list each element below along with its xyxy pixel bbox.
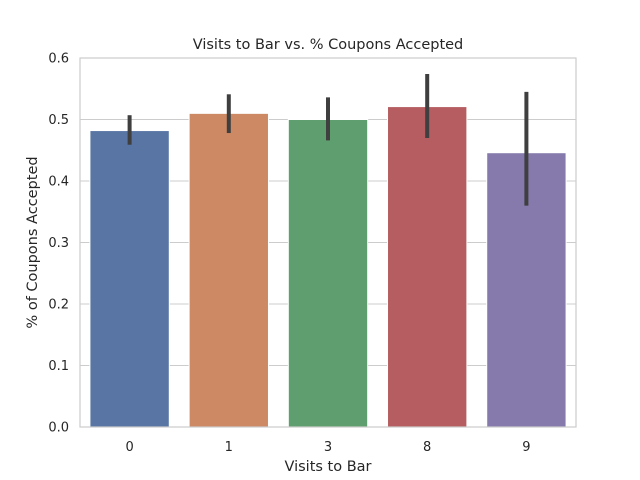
y-tick-label: 0.2	[48, 298, 69, 313]
y-axis-label: % of Coupons Accepted	[25, 156, 41, 328]
bar-8	[387, 106, 468, 428]
error-bars	[127, 73, 529, 206]
x-axis-ticks: 0 1 3 8 9	[125, 440, 530, 455]
bars	[89, 106, 567, 428]
plot-frame	[79, 57, 577, 428]
x-tick-label: 9	[522, 440, 530, 455]
y-tick-label: 0.1	[48, 359, 69, 374]
y-tick-label: 0.0	[48, 421, 69, 436]
bar-0	[89, 130, 170, 428]
chart-title: Visits to Bar vs. % Coupons Accepted	[193, 37, 464, 53]
bar-3	[287, 119, 369, 428]
y-tick-label: 0.3	[48, 236, 69, 251]
y-axis-ticks: 0.0 0.1 0.2 0.3 0.4 0.5 0.6	[48, 52, 69, 436]
x-tick-label: 0	[125, 440, 133, 455]
x-tick-label: 1	[225, 440, 233, 455]
y-tick-label: 0.5	[48, 113, 69, 128]
x-tick-label: 3	[324, 440, 332, 455]
bar-1	[188, 112, 269, 428]
y-tick-label: 0.6	[48, 52, 69, 67]
x-axis-label: Visits to Bar	[284, 459, 371, 475]
y-tick-label: 0.4	[48, 175, 69, 190]
x-tick-label: 8	[423, 440, 431, 455]
